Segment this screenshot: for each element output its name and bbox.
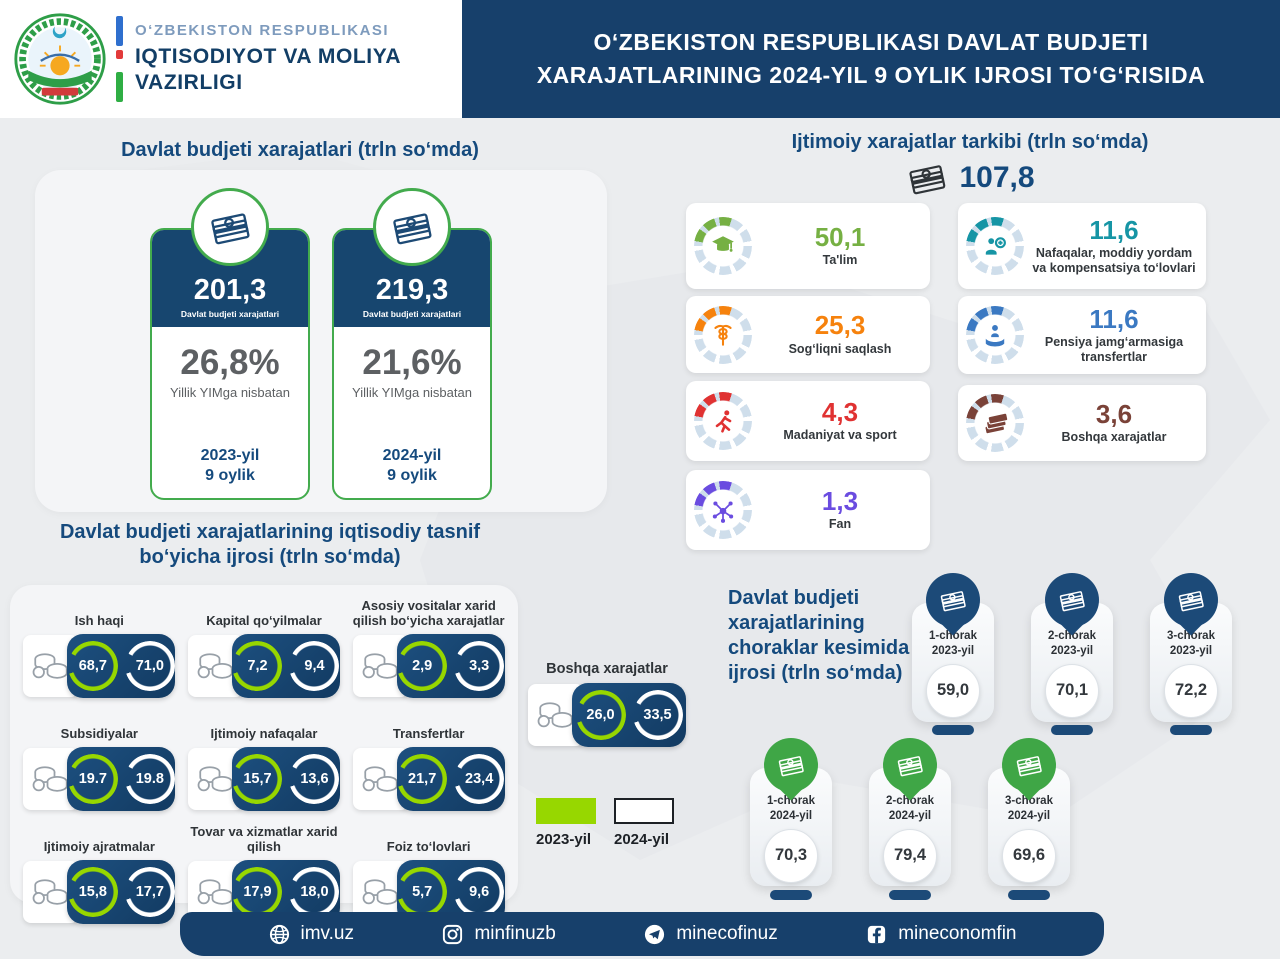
graduation-cap-icon	[694, 217, 752, 275]
social-card-boshqa: 3,6 Boshqa xarajatlar	[958, 385, 1206, 461]
budget-value-label: Davlat budjeti xarajatlari	[362, 309, 462, 319]
econ-item-ish-haqi: Ish haqi 68,7 71,0	[22, 597, 177, 698]
social-card-pensiya: 11,6 Pensiya jamg‘armasiga transfertlar	[958, 296, 1206, 374]
instagram-icon	[441, 923, 464, 946]
quarter-value: 69,6	[1002, 828, 1056, 883]
cash-badge-icon	[764, 738, 818, 792]
quarter-card-1-2023: 1-chorak 2023-yil 59,0	[912, 573, 994, 735]
cash-badge-icon	[883, 738, 937, 792]
facebook-link[interactable]: mineconomfin	[865, 923, 1016, 946]
cash-badge-icon	[1045, 573, 1099, 627]
org-name-line3: VAZIRLIGI	[135, 71, 243, 94]
card-footer-pill	[889, 889, 931, 900]
econ-item-foiz-tolovlari: Foiz to‘lovlari 5,7 9,6	[351, 823, 506, 924]
econ-item-transfertlar: Transfertlar 21,7 23,4	[351, 710, 506, 811]
econ-item-ijtimoiy-nafaqalar: Ijtimoiy nafaqalar 15,7 13,6	[187, 710, 342, 811]
card-footer-pill	[1008, 889, 1050, 900]
gdp-percent-2023: 26,8%	[180, 343, 280, 382]
gdp-percent-label: Yillik YIMga nisbatan	[352, 385, 472, 400]
cash-stack-icon	[905, 160, 949, 196]
gdp-percent-2024: 21,6%	[362, 343, 462, 382]
legend-label-2023: 2023-yil	[536, 831, 592, 848]
legend-swatch-2023	[536, 798, 596, 824]
money-stack-icon	[966, 394, 1024, 452]
header-title-bar: O‘ZBEKISTON RESPUBLIKASI DAVLAT BUDJETI …	[462, 0, 1280, 118]
budget-card-2023: 201,3 Davlat budjeti xarajatlari 26,8% Y…	[150, 188, 310, 512]
card-footer-pill	[1051, 724, 1093, 735]
quarter-card-3-2024: 3-chorak 2024-yil 69,6	[988, 738, 1070, 900]
header-left: O‘ZBEKISTON RESPUBLIKASI IQTISODIYOT VA …	[0, 0, 462, 118]
budget-value-2023: 201,3	[193, 274, 267, 306]
molecule-icon	[694, 481, 752, 539]
econ-section-title: Davlat budjeti xarajatlarining iqtisodiy…	[59, 521, 481, 568]
social-card-fan: 1,3 Fan	[686, 470, 930, 550]
cash-badge-icon	[926, 573, 980, 627]
org-name-line2: IQTISODIYOT VA MOLIYA	[135, 44, 402, 68]
card-footer-pill	[932, 724, 974, 735]
globe-icon	[268, 923, 291, 946]
org-name-line1: O‘ZBEKISTON RESPUBLIKASI	[135, 21, 390, 39]
gdp-percent-label: Yillik YIMga nisbatan	[170, 385, 290, 400]
econ-item-boshqa-xarajatlar: Boshqa xarajatlar 26,0 33,5	[528, 646, 686, 747]
caduceus-icon	[694, 306, 752, 364]
period-label-2023: 2023-yil 9 oylik	[200, 447, 260, 484]
budget-value-label: Davlat budjeti xarajatlari	[180, 309, 280, 319]
econ-item-ijtimoiy-ajratmalar: Ijtimoiy ajratmalar 15,8 17,7	[22, 823, 177, 924]
cash-stack-icon	[191, 188, 269, 266]
cash-badge-icon	[1164, 573, 1218, 627]
facebook-icon	[865, 923, 888, 946]
budget-value-2024: 219,3	[375, 274, 449, 306]
card-footer-pill	[770, 889, 812, 900]
quarter-value: 79,4	[883, 828, 937, 883]
econ-item-tovar-xizmatlar: Tovar va xizmatlar xarid qilish 17,9 18,…	[187, 823, 342, 924]
footer-bar: imv.uz minfinuzb minecofinuz mineconomfi…	[180, 912, 1104, 956]
quarterly-section-title: Davlat budjeti xarajatlarining choraklar…	[728, 587, 910, 684]
card-footer-pill	[1170, 724, 1212, 735]
budget-section-title: Davlat budjeti xarajatlari (trln so‘mda)	[121, 139, 479, 161]
quarter-card-2-2023: 2-chorak 2023-yil 70,1	[1031, 573, 1113, 735]
legend-swatch-2024	[614, 798, 674, 824]
quarter-value: 70,3	[764, 828, 818, 883]
social-support-icon	[966, 217, 1024, 275]
quarter-value: 70,1	[1045, 663, 1099, 718]
econ-item-asosiy-vositalar: Asosiy vositalar xarid qilish bo‘yicha x…	[351, 597, 506, 698]
period-label-2024: 2024-yil 9 oylik	[382, 447, 442, 484]
quarter-card-2-2024: 2-chorak 2024-yil 79,4	[869, 738, 951, 900]
social-card-talim: 50,1 Ta'lim	[686, 203, 930, 289]
social-section-title: Ijtimoiy xarajatlar tarkibi (trln so‘mda…	[791, 131, 1149, 153]
econ-item-subsidiyalar: Subsidiyalar 19.7 19.8	[22, 710, 177, 811]
cash-stack-icon	[373, 188, 451, 266]
quarter-value: 59,0	[926, 663, 980, 718]
telegram-icon	[643, 923, 666, 946]
budget-panel: 201,3 Davlat budjeti xarajatlari 26,8% Y…	[35, 170, 607, 512]
social-total-value: 107,8	[959, 161, 1035, 194]
budget-card-2024: 219,3 Davlat budjeti xarajatlari 21,6% Y…	[332, 188, 492, 512]
year-legend: 2023-yil 2024-yil	[536, 798, 674, 848]
social-card-madaniyat-sport: 4,3 Madaniyat va sport	[686, 381, 930, 461]
econ-panel: Ish haqi 68,7 71,0 Kapital qo‘yilmalar 7…	[10, 585, 518, 924]
legend-label-2024: 2024-yil	[614, 831, 670, 848]
quarter-card-1-2024: 1-chorak 2024-yil 70,3	[750, 738, 832, 900]
instagram-link[interactable]: minfinuzb	[441, 923, 556, 946]
flag-color-bars	[116, 16, 123, 102]
telegram-link[interactable]: minecofinuz	[643, 923, 778, 946]
website-link[interactable]: imv.uz	[268, 923, 354, 946]
quarter-value: 72,2	[1164, 663, 1218, 718]
social-card-nafaqalar: 11,6 Nafaqalar, moddiy yordam va kompensa…	[958, 203, 1206, 289]
social-card-sogliqni-saqlash: 25,3 Sog‘liqni saqlash	[686, 296, 930, 373]
runner-icon	[694, 392, 752, 450]
pension-hand-icon	[966, 306, 1024, 364]
uzbekistan-emblem-logo	[14, 13, 106, 105]
page-title: O‘ZBEKISTON RESPUBLIKASI DAVLAT BUDJETI …	[536, 28, 1206, 88]
cash-badge-icon	[1002, 738, 1056, 792]
quarter-card-3-2023: 3-chorak 2023-yil 72,2	[1150, 573, 1232, 735]
social-total: 107,8	[700, 160, 1240, 196]
econ-item-kapital: Kapital qo‘yilmalar 7,2 9,4	[187, 597, 342, 698]
